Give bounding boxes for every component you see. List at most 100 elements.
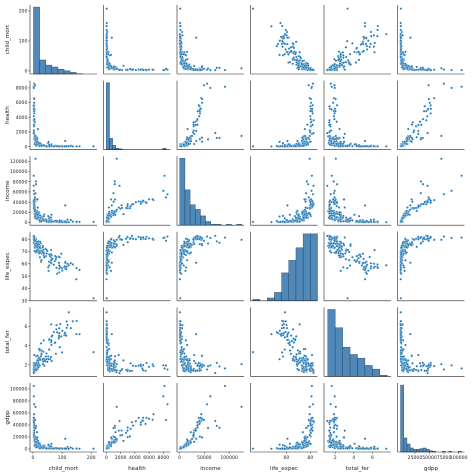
scatter-point-total_fer-vs-child_mort — [46, 355, 50, 358]
scatter-point-total_fer-vs-child_mort — [47, 357, 50, 361]
scatter-point-gdpp-vs-life_expec — [278, 443, 281, 446]
scatter-point-total_fer-vs-income — [178, 311, 182, 314]
scatter-point-child_mort-vs-gdpp — [399, 44, 403, 48]
scatter-point-health-vs-income — [196, 109, 200, 113]
scatter-point-life_expec-vs-child_mort — [38, 246, 41, 249]
scatter-point-total_fer-vs-health — [115, 362, 119, 366]
scatter-point-gdpp-vs-income — [209, 395, 212, 398]
scatter-point-health-vs-child_mort — [34, 137, 38, 141]
scatter-point-income-vs-child_mort — [36, 216, 40, 219]
scatter-point-health-vs-life_expec — [251, 145, 255, 148]
scatter-point-gdpp-vs-child_mort — [36, 439, 40, 443]
scatter-point-total_fer-vs-life_expec — [303, 354, 306, 357]
scatter-point-child_mort-vs-income — [178, 32, 182, 36]
scatter-point-income-vs-gdpp — [419, 180, 423, 183]
scatter-point-health-vs-life_expec — [306, 142, 310, 146]
scatter-point-total_fer-vs-life_expec — [294, 338, 297, 341]
scatter-point-health-vs-gdpp — [411, 121, 414, 124]
scatter-point-total_fer-vs-income — [183, 355, 186, 359]
scatter-point-life_expec-vs-child_mort — [35, 249, 38, 253]
scatter-point-total_fer-vs-health — [151, 363, 154, 366]
scatter-point-health-vs-life_expec — [310, 107, 314, 110]
scatter-point-total_fer-vs-gdpp — [399, 364, 403, 367]
scatter-point-health-vs-life_expec — [312, 131, 315, 135]
scatter-point-child_mort-vs-life_expec — [291, 42, 295, 45]
scatter-point-total_fer-vs-life_expec — [282, 326, 286, 330]
scatter-point-gdpp-vs-income — [194, 429, 197, 432]
scatter-point-child_mort-vs-life_expec — [288, 60, 292, 64]
scatter-point-income-vs-child_mort — [38, 214, 42, 217]
scatter-point-total_fer-vs-health — [147, 365, 151, 369]
scatter-point-gdpp-vs-income — [195, 421, 199, 424]
scatter-point-health-vs-gdpp — [426, 108, 430, 111]
scatter-point-life_expec-vs-child_mort — [58, 271, 61, 274]
scatter-point-life_expec-vs-child_mort — [36, 243, 40, 247]
scatter-point-child_mort-vs-income — [179, 28, 182, 32]
scatter-point-gdpp-vs-health — [139, 423, 143, 426]
scatter-point-income-vs-health — [163, 174, 166, 178]
scatter-point-total_fer-vs-life_expec — [287, 342, 290, 345]
scatter-point-child_mort-vs-life_expec — [298, 50, 301, 54]
scatter-point-health-vs-income — [192, 142, 196, 146]
scatter-point-health-vs-child_mort — [32, 101, 36, 105]
scatter-point-child_mort-vs-life_expec — [295, 55, 298, 59]
scatter-point-child_mort-vs-gdpp — [408, 67, 412, 71]
scatter-point-income-vs-total_fer — [325, 184, 329, 188]
scatter-point-gdpp-vs-health — [112, 440, 116, 444]
scatter-point-child_mort-vs-gdpp — [403, 53, 406, 57]
scatter-point-total_fer-vs-child_mort — [40, 353, 43, 356]
scatter-point-total_fer-vs-life_expec — [279, 332, 282, 336]
scatter-point-life_expec-vs-gdpp — [399, 277, 402, 281]
scatter-point-income-vs-child_mort — [34, 157, 37, 161]
scatter-point-total_fer-vs-income — [179, 357, 182, 361]
scatter-point-life_expec-vs-gdpp — [399, 296, 403, 300]
scatter-point-child_mort-vs-health — [105, 24, 108, 28]
scatter-point-child_mort-vs-total_fer — [372, 34, 376, 37]
scatter-point-life_expec-vs-income — [213, 234, 217, 238]
scatter-point-health-vs-child_mort — [63, 139, 67, 143]
scatter-point-child_mort-vs-total_fer — [328, 66, 332, 69]
scatter-point-life_expec-vs-gdpp — [399, 266, 403, 270]
scatter-point-child_mort-vs-life_expec — [295, 58, 299, 62]
scatter-point-child_mort-vs-life_expec — [286, 36, 289, 39]
scatter-point-income-vs-health — [107, 212, 111, 215]
scatter-point-income-vs-life_expec — [304, 206, 307, 209]
scatter-point-total_fer-vs-income — [192, 367, 196, 371]
scatter-point-total_fer-vs-health — [105, 323, 109, 327]
scatter-point-income-vs-child_mort — [47, 215, 50, 218]
scatter-point-total_fer-vs-health — [109, 354, 113, 357]
scatter-point-gdpp-vs-total_fer — [376, 447, 379, 450]
scatter-point-income-vs-gdpp — [429, 201, 432, 205]
scatter-point-total_fer-vs-income — [179, 355, 183, 358]
scatter-point-gdpp-vs-life_expec — [306, 424, 310, 428]
scatter-point-total_fer-vs-income — [194, 369, 197, 373]
scatter-point-life_expec-vs-gdpp — [402, 264, 405, 267]
scatter-point-health-vs-life_expec — [309, 125, 313, 128]
scatter-point-health-vs-income — [200, 140, 204, 143]
scatter-point-life_expec-vs-child_mort — [40, 258, 43, 262]
scatter-point-total_fer-vs-life_expec — [282, 320, 285, 323]
scatter-point-health-vs-life_expec — [294, 144, 297, 148]
scatter-point-total_fer-vs-life_expec — [283, 348, 286, 351]
scatter-point-life_expec-vs-income — [180, 246, 183, 249]
scatter-point-life_expec-vs-health — [145, 235, 148, 239]
scatter-point-income-vs-child_mort — [38, 216, 42, 219]
scatter-point-gdpp-vs-health — [115, 437, 119, 441]
scatter-point-life_expec-vs-total_fer — [345, 266, 349, 270]
hist-bar-total_fer — [372, 368, 381, 377]
scatter-point-health-vs-income — [192, 125, 196, 128]
scatter-point-health-vs-total_fer — [338, 127, 341, 131]
scatter-point-health-vs-total_fer — [328, 105, 331, 108]
scatter-point-income-vs-health — [122, 212, 125, 216]
scatter-point-health-vs-child_mort — [78, 145, 81, 148]
scatter-point-life_expec-vs-gdpp — [460, 236, 463, 239]
scatter-point-income-vs-health — [124, 206, 128, 210]
scatter-point-child_mort-vs-total_fer — [368, 45, 371, 49]
scatter-point-income-vs-life_expec — [310, 174, 314, 178]
scatter-point-health-vs-total_fer — [334, 97, 337, 101]
scatter-point-total_fer-vs-child_mort — [32, 353, 36, 357]
scatter-point-health-vs-income — [194, 120, 197, 123]
scatter-point-total_fer-vs-child_mort — [55, 323, 58, 327]
scatter-point-life_expec-vs-child_mort — [45, 248, 48, 251]
scatter-point-total_fer-vs-income — [197, 361, 201, 365]
